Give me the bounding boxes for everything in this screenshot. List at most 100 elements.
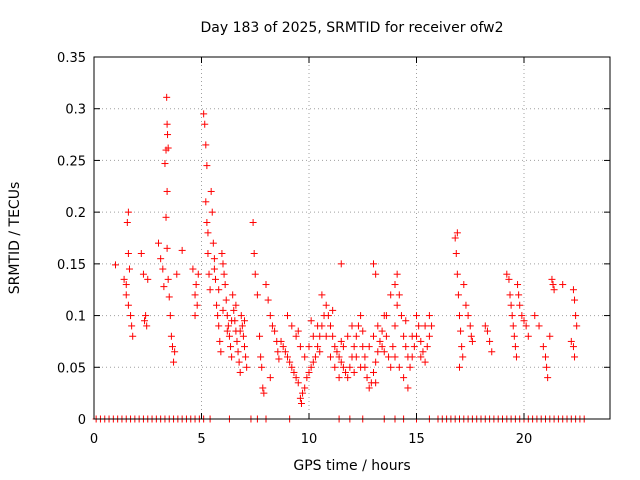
y-tick-label: 0 [78,413,86,428]
data-point [143,322,151,330]
data-point [372,358,380,366]
data-point [457,327,465,335]
data-point [213,301,221,309]
data-point [385,353,393,361]
data-point [335,353,343,361]
data-point [342,368,350,376]
data-point [124,301,132,309]
data-point [159,265,167,273]
data-point [417,337,425,345]
data-point [257,353,265,361]
data-point [241,317,248,325]
data-point [307,363,315,371]
data-point [219,260,227,268]
data-point [258,363,266,371]
data-point [144,275,152,283]
data-point [460,281,468,289]
data-point [271,327,279,335]
data-point [348,322,356,330]
data-point [124,250,132,258]
data-point [391,353,399,361]
data-point [395,291,403,299]
data-point [266,312,274,320]
data-point [288,322,296,330]
data-point [374,348,382,356]
data-point [370,260,377,268]
data-point [370,332,377,340]
data-point [380,348,388,356]
data-point [210,255,218,263]
data-point [378,343,386,351]
data-point [275,355,283,363]
data-point [389,343,397,351]
data-point [234,348,242,356]
data-point [294,379,302,387]
data-point [171,348,179,356]
data-point [311,353,319,361]
data-point [230,306,238,314]
data-point [221,281,229,289]
data-point [139,270,147,278]
data-point [219,306,227,314]
data-point [284,353,291,361]
data-point [453,270,461,278]
data-point [376,337,384,345]
data-point [352,353,360,361]
data-point [459,353,467,361]
data-point [141,317,149,325]
data-point [400,374,408,382]
data-point [354,322,362,330]
data-point [262,281,270,289]
data-point [202,198,210,206]
data-point [122,281,130,289]
data-point [155,239,162,247]
data-point [333,348,341,356]
data-point [164,131,172,139]
data-point [215,286,223,294]
data-point [233,337,241,345]
data-point [211,275,219,283]
data-point [294,327,302,335]
data-point [395,363,403,371]
data-point [215,322,223,330]
data-point [346,363,354,371]
y-tick-label: 0.15 [57,258,86,273]
data-point [382,312,390,320]
data-point [207,187,215,195]
data-point [331,363,339,371]
data-point [410,343,418,351]
data-point [559,281,567,289]
data-point [406,363,414,371]
data-point [567,337,575,345]
data-point [260,389,268,397]
data-point [520,317,528,325]
data-point [569,286,577,294]
data-point [208,208,216,216]
data-point [236,368,244,376]
data-point [216,337,224,345]
data-point [193,301,201,309]
data-point [512,353,520,361]
data-point [544,374,552,382]
data-point [194,270,202,278]
x-tick-label: 0 [90,432,98,447]
data-point [391,322,399,330]
data-point [122,291,130,299]
data-point [168,343,176,351]
data-point [322,332,330,340]
data-point [397,312,405,320]
data-points [92,93,588,423]
data-point [128,322,136,330]
data-point [217,348,225,356]
data-point [357,312,365,320]
x-tick-label: 5 [197,432,205,447]
data-point [120,275,128,283]
data-point [178,246,186,254]
data-point [162,213,170,221]
data-point [192,281,200,289]
data-point [419,348,427,356]
data-point [506,291,514,299]
data-point [299,389,307,397]
data-point [209,239,217,247]
